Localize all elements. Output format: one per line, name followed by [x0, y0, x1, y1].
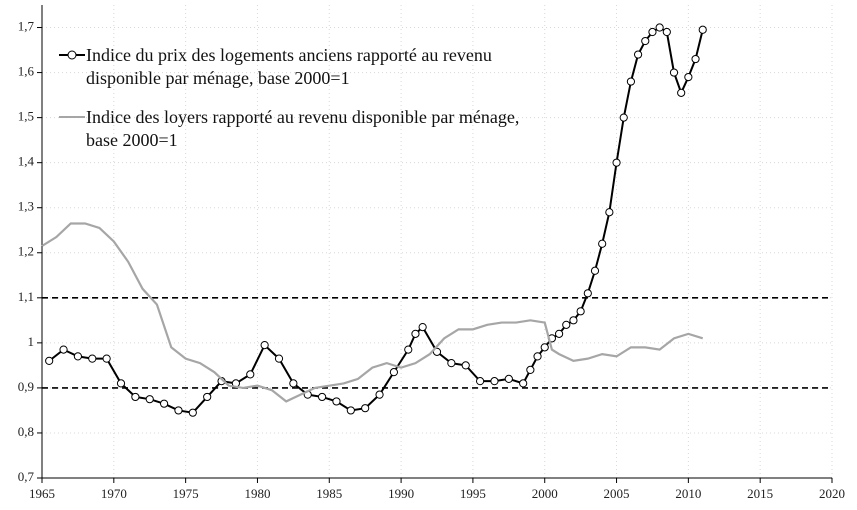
- data-point: [131, 392, 140, 402]
- y-tick-label: 0,7: [18, 469, 35, 484]
- data-point: [504, 374, 513, 383]
- data-point: [116, 379, 126, 388]
- data-point: [633, 50, 643, 59]
- data-point: [648, 27, 657, 37]
- data-point: [569, 316, 578, 325]
- data-point: [490, 377, 499, 386]
- data-point: [404, 345, 413, 354]
- x-tick-label: 2000: [532, 486, 558, 501]
- legend: Indice du prix des logements anciens rap…: [58, 44, 528, 168]
- y-tick-label: 0,8: [18, 424, 34, 439]
- legend-swatch: [59, 116, 85, 118]
- data-point: [612, 158, 621, 167]
- data-point: [641, 36, 650, 46]
- data-point: [576, 307, 585, 316]
- data-point: [73, 352, 83, 361]
- data-point: [626, 77, 636, 86]
- y-tick-label: 1,1: [18, 289, 34, 304]
- data-point: [684, 72, 693, 82]
- data-point: [289, 379, 298, 388]
- legend-marker: [67, 50, 77, 60]
- data-point: [145, 395, 154, 404]
- legend-label: Indice du prix des logements anciens rap…: [86, 45, 492, 88]
- data-point: [447, 359, 456, 368]
- data-point: [45, 356, 54, 365]
- data-point: [526, 365, 535, 374]
- y-tick-label: 0,9: [18, 379, 34, 394]
- x-tick-label: 1990: [388, 486, 414, 501]
- data-point: [662, 27, 671, 37]
- data-point: [562, 320, 571, 329]
- data-point: [432, 347, 442, 356]
- data-point: [188, 408, 197, 417]
- data-point: [174, 406, 183, 415]
- data-point: [533, 352, 542, 361]
- y-tick-label: 1,3: [18, 199, 34, 214]
- data-point: [590, 266, 600, 275]
- data-point: [274, 354, 284, 363]
- legend-item: Indice du prix des logements anciens rap…: [58, 44, 528, 90]
- data-point: [411, 329, 420, 338]
- y-tick-label: 1,5: [18, 109, 34, 124]
- data-point: [655, 23, 664, 32]
- y-tick-label: 1,4: [18, 154, 35, 169]
- x-tick-label: 2010: [675, 486, 701, 501]
- x-tick-label: 1995: [460, 486, 486, 501]
- legend-item: Indice des loyers rapporté au revenu dis…: [58, 106, 528, 152]
- data-point: [598, 239, 607, 248]
- y-tick-label: 1,2: [18, 244, 34, 259]
- data-point: [159, 399, 169, 408]
- data-point: [519, 379, 528, 388]
- y-tick-label: 1,7: [18, 19, 35, 34]
- x-tick-label: 1985: [316, 486, 342, 501]
- y-tick-label: 1: [28, 334, 35, 349]
- x-tick-label: 2015: [747, 486, 773, 501]
- data-point: [375, 390, 384, 399]
- data-point: [554, 329, 564, 338]
- data-point: [691, 54, 700, 64]
- data-point: [475, 377, 485, 386]
- data-point: [102, 354, 111, 363]
- series-line: [41, 222, 704, 403]
- data-point: [418, 322, 427, 332]
- data-point: [317, 392, 327, 402]
- data-point: [203, 392, 212, 402]
- data-point: [88, 354, 97, 363]
- x-tick-label: 1970: [101, 486, 127, 501]
- data-point: [461, 361, 470, 370]
- data-point: [260, 341, 269, 350]
- data-point: [346, 406, 355, 415]
- x-tick-label: 1975: [173, 486, 199, 501]
- x-tick-label: 1965: [29, 486, 55, 501]
- data-point: [605, 208, 614, 217]
- data-point: [669, 68, 679, 77]
- legend-label: Indice des loyers rapporté au revenu dis…: [86, 107, 520, 150]
- data-point: [389, 368, 399, 377]
- data-point: [332, 397, 341, 406]
- data-point: [583, 289, 592, 298]
- data-point: [619, 113, 628, 122]
- legend-swatch: [59, 50, 85, 60]
- x-tick-label: 2005: [604, 486, 630, 501]
- data-point: [540, 343, 549, 352]
- data-point: [59, 345, 68, 354]
- x-tick-label: 1980: [244, 486, 270, 501]
- data-point: [246, 370, 255, 379]
- data-point: [677, 88, 686, 97]
- x-tick-label: 2020: [819, 486, 845, 501]
- data-point: [361, 404, 370, 413]
- y-tick-label: 1,6: [18, 64, 35, 79]
- data-point: [698, 25, 707, 34]
